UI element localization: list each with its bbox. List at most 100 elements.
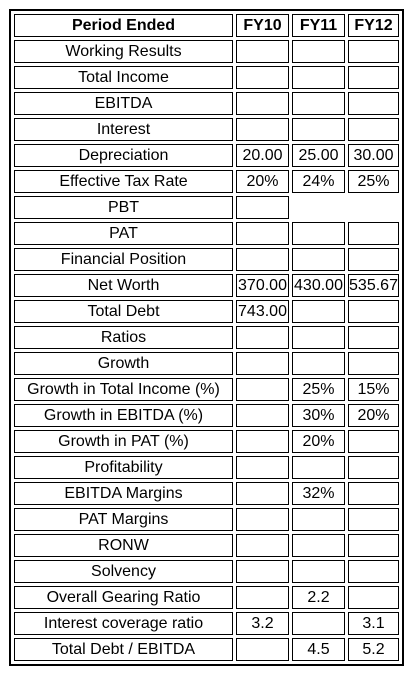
row-label: PAT bbox=[14, 222, 233, 245]
cell-fy12: 3.1 bbox=[348, 612, 399, 635]
header-fy12: FY12 bbox=[348, 14, 399, 37]
cell-fy12 bbox=[348, 508, 399, 531]
cell-fy12 bbox=[348, 456, 399, 479]
cell-fy11: 24% bbox=[292, 170, 345, 193]
table-row: Interest coverage ratio 3.2 3.1 bbox=[14, 612, 399, 635]
cell-fy10 bbox=[236, 456, 289, 479]
cell-fy12 bbox=[348, 40, 399, 63]
cell-fy11 bbox=[292, 612, 345, 635]
cell-fy12: 15% bbox=[348, 378, 399, 401]
table-row: Growth in Total Income (%) 25% 15% bbox=[14, 378, 399, 401]
cell-fy12 bbox=[348, 352, 399, 375]
cell-fy10 bbox=[236, 638, 289, 661]
table-row: Ratios bbox=[14, 326, 399, 349]
cell-fy10 bbox=[236, 378, 289, 401]
table-row: Growth in EBITDA (%) 30% 20% bbox=[14, 404, 399, 427]
table-row: Interest bbox=[14, 118, 399, 141]
cell-fy10 bbox=[236, 248, 289, 271]
cell-fy11 bbox=[292, 300, 345, 323]
cell-fy12: 5.2 bbox=[348, 638, 399, 661]
row-label: Total Debt bbox=[14, 300, 233, 323]
cell-fy10: 370.00 bbox=[236, 274, 289, 297]
table-row: Effective Tax Rate 20% 24% 25% bbox=[14, 170, 399, 193]
row-label: RONW bbox=[14, 534, 233, 557]
header-fy10: FY10 bbox=[236, 14, 289, 37]
cell-fy12 bbox=[348, 248, 399, 271]
header-period-ended: Period Ended bbox=[14, 14, 233, 37]
cell-fy10 bbox=[236, 326, 289, 349]
cell-fy11: 2.2 bbox=[292, 586, 345, 609]
cell-fy11 bbox=[292, 456, 345, 479]
cell-fy10 bbox=[236, 40, 289, 63]
table-row: Net Worth 370.00 430.00 535.67 bbox=[14, 274, 399, 297]
row-label: PAT Margins bbox=[14, 508, 233, 531]
cell-fy12 bbox=[348, 430, 399, 453]
cell-fy10 bbox=[236, 118, 289, 141]
cell-fy12 bbox=[348, 118, 399, 141]
cell-fy10: 743.00 bbox=[236, 300, 289, 323]
cell-fy11 bbox=[292, 92, 345, 115]
row-label: Net Worth bbox=[14, 274, 233, 297]
cell-fy11 bbox=[292, 222, 345, 245]
cell-fy11 bbox=[292, 352, 345, 375]
cell-fy11: 30% bbox=[292, 404, 345, 427]
cell-fy10: 20.00 bbox=[236, 144, 289, 167]
table-row: PAT Margins bbox=[14, 508, 399, 531]
table-row: EBITDA Margins 32% bbox=[14, 482, 399, 505]
cell-fy10 bbox=[236, 404, 289, 427]
row-label: Effective Tax Rate bbox=[14, 170, 233, 193]
row-label: Total Income bbox=[14, 66, 233, 89]
row-label: Growth in PAT (%) bbox=[14, 430, 233, 453]
cell-fy10 bbox=[236, 222, 289, 245]
cell-fy10 bbox=[236, 66, 289, 89]
cell-fy11 bbox=[292, 560, 345, 583]
cell-fy11 bbox=[292, 326, 345, 349]
table-row: PAT bbox=[14, 222, 399, 245]
table-row: Depreciation 20.00 25.00 30.00 bbox=[14, 144, 399, 167]
row-label: Total Debt / EBITDA bbox=[14, 638, 233, 661]
cell-fy12: 25% bbox=[348, 170, 399, 193]
cell-fy12: 20% bbox=[348, 404, 399, 427]
row-label: Interest coverage ratio bbox=[14, 612, 233, 635]
cell-fy12 bbox=[348, 326, 399, 349]
header-row: Period Ended FY10 FY11 FY12 bbox=[14, 14, 399, 37]
table-row: Total Debt / EBITDA 4.5 5.2 bbox=[14, 638, 399, 661]
table-row: Growth bbox=[14, 352, 399, 375]
row-label: EBITDA bbox=[14, 92, 233, 115]
row-label: Growth bbox=[14, 352, 233, 375]
table-row: Solvency bbox=[14, 560, 399, 583]
row-label: Growth in Total Income (%) bbox=[14, 378, 233, 401]
cell-fy12 bbox=[348, 560, 399, 583]
cell-fy10 bbox=[236, 534, 289, 557]
cell-fy10 bbox=[236, 92, 289, 115]
cell-fy10: 3.2 bbox=[236, 612, 289, 635]
row-label: Financial Position bbox=[14, 248, 233, 271]
table-row: EBITDA bbox=[14, 92, 399, 115]
cell-fy12 bbox=[348, 92, 399, 115]
cell-fy12 bbox=[348, 222, 399, 245]
cell-fy12 bbox=[348, 300, 399, 323]
cell-fy12 bbox=[348, 196, 399, 219]
table-row: Growth in PAT (%) 20% bbox=[14, 430, 399, 453]
cell-fy12 bbox=[348, 586, 399, 609]
cell-fy12: 535.67 bbox=[348, 274, 399, 297]
cell-fy10 bbox=[236, 508, 289, 531]
cell-fy11: 430.00 bbox=[292, 274, 345, 297]
cell-fy11: 25% bbox=[292, 378, 345, 401]
row-label: Ratios bbox=[14, 326, 233, 349]
table-row: Total Income bbox=[14, 66, 399, 89]
row-label: EBITDA Margins bbox=[14, 482, 233, 505]
row-label: Working Results bbox=[14, 40, 233, 63]
financial-table: Period Ended FY10 FY11 FY12 Working Resu… bbox=[9, 9, 404, 666]
table-row: PBT bbox=[14, 196, 399, 219]
row-label: Growth in EBITDA (%) bbox=[14, 404, 233, 427]
cell-fy11 bbox=[292, 534, 345, 557]
cell-fy10 bbox=[236, 196, 289, 219]
cell-fy10 bbox=[236, 560, 289, 583]
cell-fy11 bbox=[292, 66, 345, 89]
table-row: Overall Gearing Ratio 2.2 bbox=[14, 586, 399, 609]
cell-fy11 bbox=[292, 40, 345, 63]
cell-fy11: 20% bbox=[292, 430, 345, 453]
cell-fy10: 20% bbox=[236, 170, 289, 193]
row-label: Interest bbox=[14, 118, 233, 141]
